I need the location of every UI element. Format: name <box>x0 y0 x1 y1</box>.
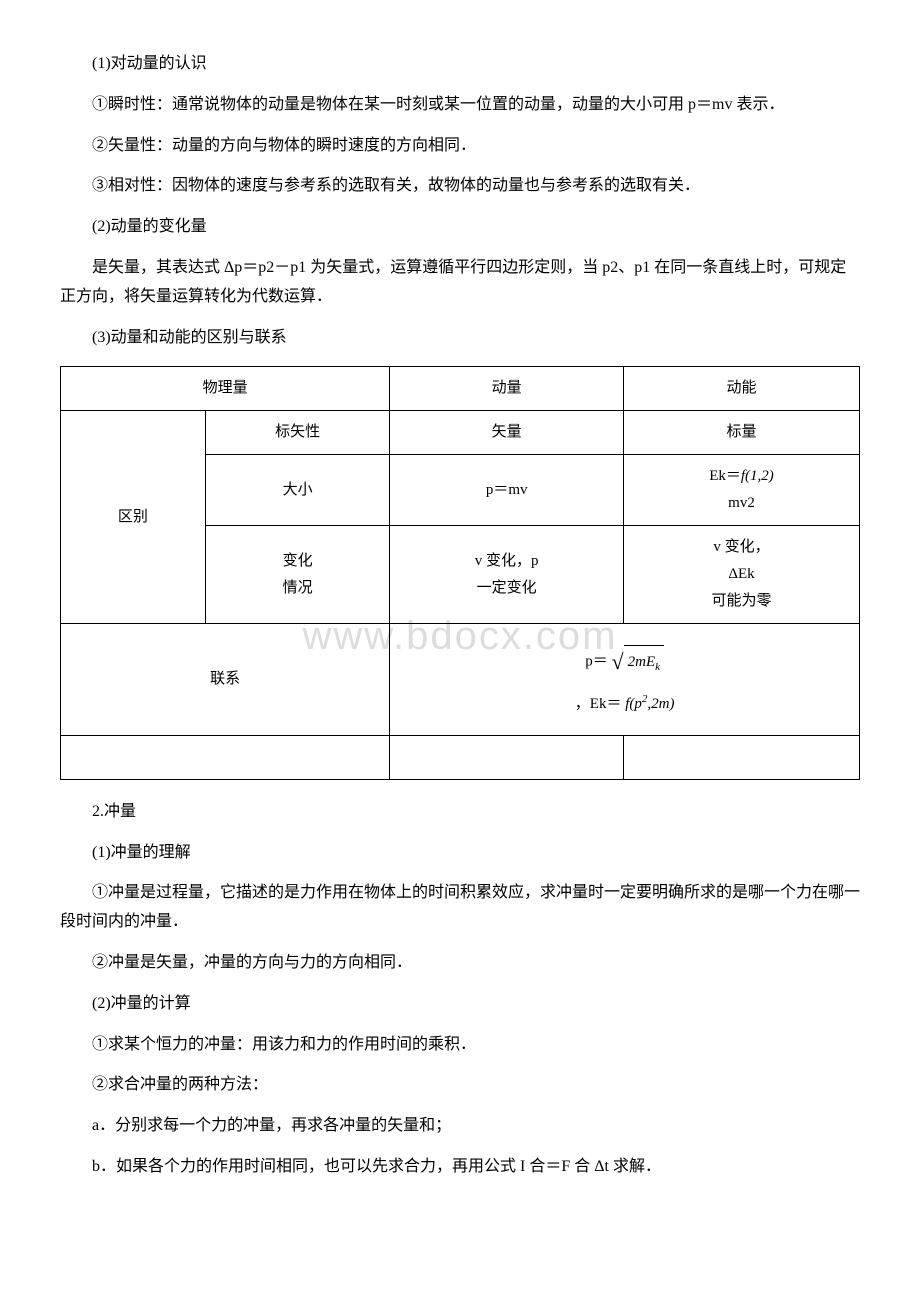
comparison-table: 物理量 动量 动能 区别 标矢性 矢量 标量 大小 p＝mv Ek＝f(1,2)… <box>60 366 860 779</box>
text: ，Ek＝ <box>575 696 622 712</box>
paragraph: ②矢量性：动量的方向与物体的瞬时速度的方向相同． <box>60 132 860 161</box>
table-row <box>61 735 860 779</box>
table-cell: 大小 <box>205 455 389 526</box>
table-cell: 变化 情况 <box>205 526 389 624</box>
table-row: 联系 p＝ √2mEk ，Ek＝ f(p2,2m) <box>61 624 860 735</box>
paragraph: 2.冲量 <box>60 798 860 827</box>
table-cell: p＝ √2mEk ，Ek＝ f(p2,2m) <box>390 624 860 735</box>
text: mv2 <box>728 495 755 511</box>
table-cell: v 变化， ΔEk 可能为零 <box>624 526 860 624</box>
formula-text: f(1,2) <box>741 468 774 484</box>
table-cell-empty <box>61 735 390 779</box>
text: 情况 <box>283 580 313 596</box>
paragraph: (3)动量和动能的区别与联系 <box>60 324 860 353</box>
table-header-cell: 动量 <box>390 367 624 411</box>
table-row: 区别 标矢性 矢量 标量 <box>61 411 860 455</box>
text: ΔEk <box>728 566 754 582</box>
sqrt-content: 2mEk <box>624 645 664 679</box>
table-cell: v 变化，p 一定变化 <box>390 526 624 624</box>
paragraph: ①求某个恒力的冲量：用该力和力的作用时间的乘积． <box>60 1031 860 1060</box>
paragraph: a．分别求每一个力的冲量，再求各冲量的矢量和； <box>60 1112 860 1141</box>
text: v 变化，p <box>475 553 539 569</box>
text: 变化 <box>283 553 313 569</box>
text: v 变化， <box>713 539 769 555</box>
document-content: (1)对动量的认识 ①瞬时性：通常说物体的动量是物体在某一时刻或某一位置的动量，… <box>60 50 860 1182</box>
table-cell: 标矢性 <box>205 411 389 455</box>
table-cell: Ek＝f(1,2) mv2 <box>624 455 860 526</box>
table-cell: 区别 <box>61 411 206 624</box>
text: 可能为零 <box>712 593 772 609</box>
formula-text: f(p2,2m) <box>625 696 674 712</box>
text: Ek＝ <box>709 468 741 484</box>
paragraph: (2)动量的变化量 <box>60 213 860 242</box>
paragraph: ①瞬时性：通常说物体的动量是物体在某一时刻或某一位置的动量，动量的大小可用 p＝… <box>60 91 860 120</box>
paragraph: ②冲量是矢量，冲量的方向与力的方向相同． <box>60 949 860 978</box>
text: 一定变化 <box>477 580 537 596</box>
table-cell-empty <box>390 735 624 779</box>
table-cell: 联系 <box>61 624 390 735</box>
table-cell: p＝mv <box>390 455 624 526</box>
paragraph: (1)冲量的理解 <box>60 839 860 868</box>
text: p＝ <box>585 654 608 670</box>
table-cell: 标量 <box>624 411 860 455</box>
table-cell: 矢量 <box>390 411 624 455</box>
sqrt-symbol: √ <box>612 649 624 674</box>
table-header-cell: 动能 <box>624 367 860 411</box>
paragraph: b．如果各个力的作用时间相同，也可以先求合力，再用公式 I 合＝F 合 Δt 求… <box>60 1153 860 1182</box>
paragraph: ②求合冲量的两种方法： <box>60 1071 860 1100</box>
paragraph: (2)冲量的计算 <box>60 990 860 1019</box>
paragraph: ③相对性：因物体的速度与参考系的选取有关，故物体的动量也与参考系的选取有关． <box>60 172 860 201</box>
sqrt-expression: √2mEk <box>612 638 664 686</box>
paragraph: 是矢量，其表达式 Δp＝p2－p1 为矢量式，运算遵循平行四边形定则，当 p2、… <box>60 254 860 312</box>
paragraph: ①冲量是过程量，它描述的是力作用在物体上的时间积累效应，求冲量时一定要明确所求的… <box>60 879 860 937</box>
paragraph: (1)对动量的认识 <box>60 50 860 79</box>
table-row: 物理量 动量 动能 <box>61 367 860 411</box>
table-header-cell: 物理量 <box>61 367 390 411</box>
table-cell-empty <box>624 735 860 779</box>
